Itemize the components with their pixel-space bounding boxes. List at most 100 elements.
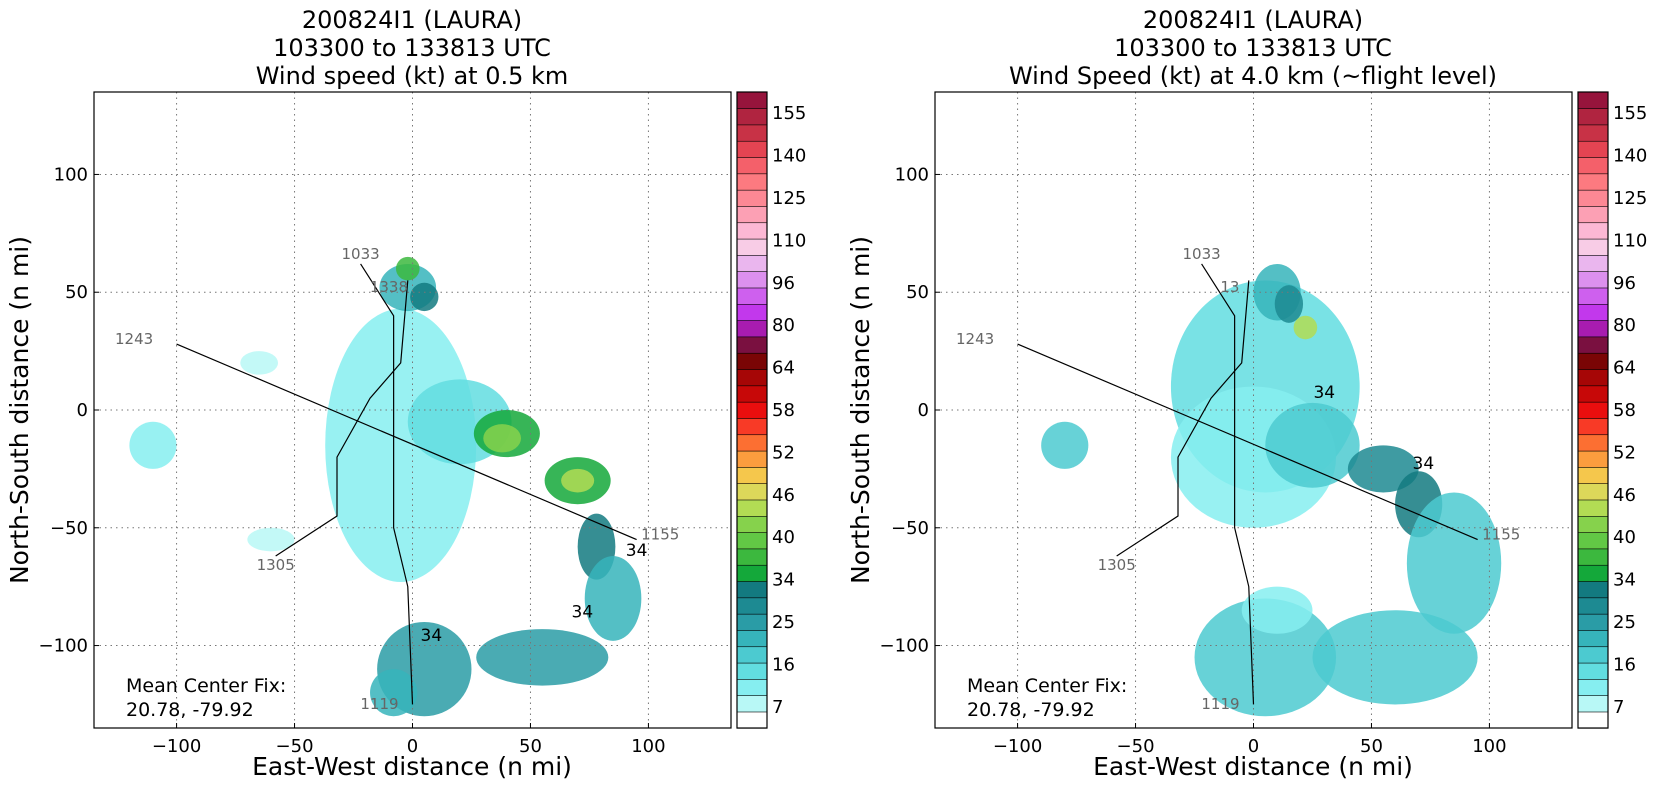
colorbar-swatch	[1577, 597, 1609, 615]
colorbar-swatch	[736, 156, 768, 175]
colorbar-swatch	[736, 532, 768, 550]
colorbar-swatch	[1577, 499, 1609, 517]
contour-label: 34	[1313, 383, 1335, 403]
x-tick-label: 0	[1248, 736, 1259, 757]
colorbar-tick-label: 155	[1613, 103, 1647, 124]
contour-label: 34	[421, 626, 443, 646]
colorbar-swatch	[736, 711, 768, 729]
colorbar-tick-label: 96	[772, 273, 795, 294]
wind-speed-region	[1241, 586, 1313, 634]
colorbar-swatch	[736, 548, 768, 566]
colorbar-swatch	[736, 580, 768, 599]
colorbar-swatch	[736, 450, 768, 468]
flight-time-label: 1119	[360, 695, 398, 713]
colorbar-swatch	[736, 466, 768, 484]
colorbar-tick-label: 7	[772, 697, 783, 718]
panel-title-line1: 200824I1 (LAURA)	[302, 6, 522, 34]
colorbar-swatch	[1577, 320, 1609, 338]
center-fix-value: 20.78, -79.92	[967, 699, 1095, 721]
flight-track-segment	[1201, 263, 1255, 705]
wind-speed-region	[240, 351, 279, 375]
flight-track-segment	[1116, 280, 1250, 557]
y-tick-label: 0	[918, 400, 929, 421]
flight-time-label: 1305	[1098, 556, 1136, 574]
colorbar-swatch	[1577, 466, 1609, 484]
colorbar-swatch	[1577, 156, 1609, 175]
wind-speed-region	[1293, 315, 1318, 340]
colorbar-tick-label: 125	[772, 188, 806, 209]
wind-speed-region	[370, 669, 418, 717]
colorbar-swatch	[736, 124, 768, 142]
x-tick-label: 50	[1360, 736, 1383, 757]
flight-time-label: 1033	[342, 245, 380, 263]
colorbar-swatch	[1577, 271, 1609, 289]
colorbar-swatch	[1577, 515, 1609, 533]
wind-speed-region	[1347, 445, 1419, 493]
y-tick-label: 50	[906, 282, 929, 303]
colorbar-swatch	[736, 564, 768, 582]
colorbar-tick-label: 40	[1613, 527, 1636, 548]
colorbar-tick-label: 110	[772, 230, 806, 251]
y-axis-label: North-South distance (n mi)	[5, 236, 34, 584]
colorbar-swatch	[1577, 629, 1609, 648]
colorbar-swatch	[736, 91, 768, 109]
flight-time-label: 1305	[257, 556, 295, 574]
y-tick-label: −100	[39, 636, 88, 657]
colorbar-swatch	[1577, 140, 1609, 158]
flight-track-segment	[275, 280, 409, 557]
axis-ticks: −100 −50 0 50 100 −100 −50 0 50 100	[880, 164, 1507, 757]
colorbar-swatch	[1577, 613, 1609, 631]
colorbar-swatch	[736, 352, 768, 370]
colorbar-tick-label: 46	[772, 485, 795, 506]
colorbar-swatch	[736, 499, 768, 517]
colorbar-tick-label: 40	[772, 527, 795, 548]
wind-speed-region	[247, 527, 295, 552]
flight-track-segment	[1017, 343, 1478, 541]
axis-ticks: −100 −50 0 50 100 −100 −50 0 50 100	[39, 164, 666, 757]
colorbar-swatch	[1577, 336, 1609, 354]
panel-title-line1: 200824I1 (LAURA)	[1143, 6, 1363, 34]
y-axis-label: North-South distance (n mi)	[846, 236, 875, 584]
colorbar-tick-label: 16	[772, 654, 795, 675]
colorbar-swatch	[736, 662, 768, 680]
colorbar-tick-label: 16	[1613, 654, 1636, 675]
colorbar-tick-label: 25	[1613, 612, 1636, 633]
panel-title-line2: 103300 to 133813 UTC	[1114, 34, 1392, 62]
colorbar-tick-label: 64	[1613, 358, 1636, 379]
colorbar-swatch	[736, 678, 768, 696]
colorbar-tick-label: 7	[1613, 697, 1624, 718]
x-tick-label: 100	[1472, 736, 1506, 757]
colorbar-swatch	[1577, 711, 1609, 729]
colorbar-swatch	[736, 173, 768, 191]
colorbar-swatch	[1577, 91, 1609, 109]
x-tick-label: −50	[276, 736, 314, 757]
colorbar-swatch	[1577, 401, 1609, 419]
colorbar-swatch	[1577, 254, 1609, 272]
colorbar-swatch	[1577, 385, 1609, 403]
wind-speed-region	[395, 256, 420, 281]
x-tick-label: 50	[519, 736, 542, 757]
wind-speed-region	[1041, 421, 1089, 469]
center-fix-value: 20.78, -79.92	[126, 699, 254, 721]
wind-speed-field	[129, 256, 642, 717]
colorbar-swatch	[1577, 303, 1609, 321]
colorbar-swatch	[1577, 450, 1609, 468]
colorbar-swatch	[1577, 434, 1609, 452]
colorbar-tick-label: 96	[1613, 273, 1636, 294]
contour-label: 34	[1413, 454, 1435, 474]
colorbar-swatch	[736, 336, 768, 354]
colorbar-tick-label: 110	[1613, 230, 1647, 251]
y-tick-label: −50	[891, 518, 929, 539]
panel-title-line2: 103300 to 133813 UTC	[273, 34, 551, 62]
colorbar-swatch	[736, 401, 768, 419]
x-tick-label: −100	[152, 736, 201, 757]
x-tick-label: 100	[631, 736, 665, 757]
colorbar-swatch	[1577, 646, 1609, 664]
panel-title-line3: Wind Speed (kt) at 4.0 km (~flight level…	[1009, 62, 1497, 90]
colorbar-swatch	[1577, 678, 1609, 696]
panel-title-line3: Wind speed (kt) at 0.5 km	[256, 62, 569, 90]
colorbar-swatch	[1577, 695, 1609, 713]
x-tick-label: −100	[993, 736, 1042, 757]
colorbar-tick-label: 52	[772, 442, 795, 463]
